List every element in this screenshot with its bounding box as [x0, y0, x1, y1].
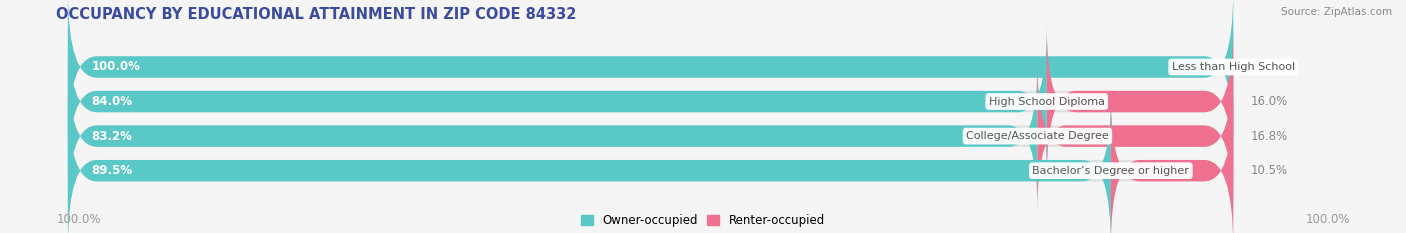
FancyBboxPatch shape [67, 0, 1233, 143]
Text: 16.0%: 16.0% [1251, 95, 1288, 108]
Text: College/Associate Degree: College/Associate Degree [966, 131, 1109, 141]
Text: 83.2%: 83.2% [91, 130, 132, 143]
Legend: Owner-occupied, Renter-occupied: Owner-occupied, Renter-occupied [581, 214, 825, 227]
FancyBboxPatch shape [67, 60, 1233, 212]
FancyBboxPatch shape [1111, 95, 1233, 233]
Text: 84.0%: 84.0% [91, 95, 132, 108]
Text: Source: ZipAtlas.com: Source: ZipAtlas.com [1281, 7, 1392, 17]
Text: 100.0%: 100.0% [1305, 212, 1350, 226]
FancyBboxPatch shape [67, 60, 1038, 212]
Text: 89.5%: 89.5% [91, 164, 132, 177]
FancyBboxPatch shape [1047, 26, 1233, 177]
Text: 10.5%: 10.5% [1251, 164, 1288, 177]
FancyBboxPatch shape [1038, 60, 1233, 212]
FancyBboxPatch shape [67, 95, 1111, 233]
Text: OCCUPANCY BY EDUCATIONAL ATTAINMENT IN ZIP CODE 84332: OCCUPANCY BY EDUCATIONAL ATTAINMENT IN Z… [56, 7, 576, 22]
Text: 100.0%: 100.0% [91, 61, 141, 73]
Text: Less than High School: Less than High School [1171, 62, 1295, 72]
FancyBboxPatch shape [67, 26, 1233, 177]
FancyBboxPatch shape [67, 26, 1047, 177]
Text: 16.8%: 16.8% [1251, 130, 1288, 143]
FancyBboxPatch shape [67, 0, 1233, 143]
Text: Bachelor’s Degree or higher: Bachelor’s Degree or higher [1032, 166, 1189, 176]
Text: 100.0%: 100.0% [56, 212, 101, 226]
Text: High School Diploma: High School Diploma [988, 96, 1105, 106]
Text: 0.0%: 0.0% [1251, 61, 1281, 73]
FancyBboxPatch shape [67, 95, 1233, 233]
